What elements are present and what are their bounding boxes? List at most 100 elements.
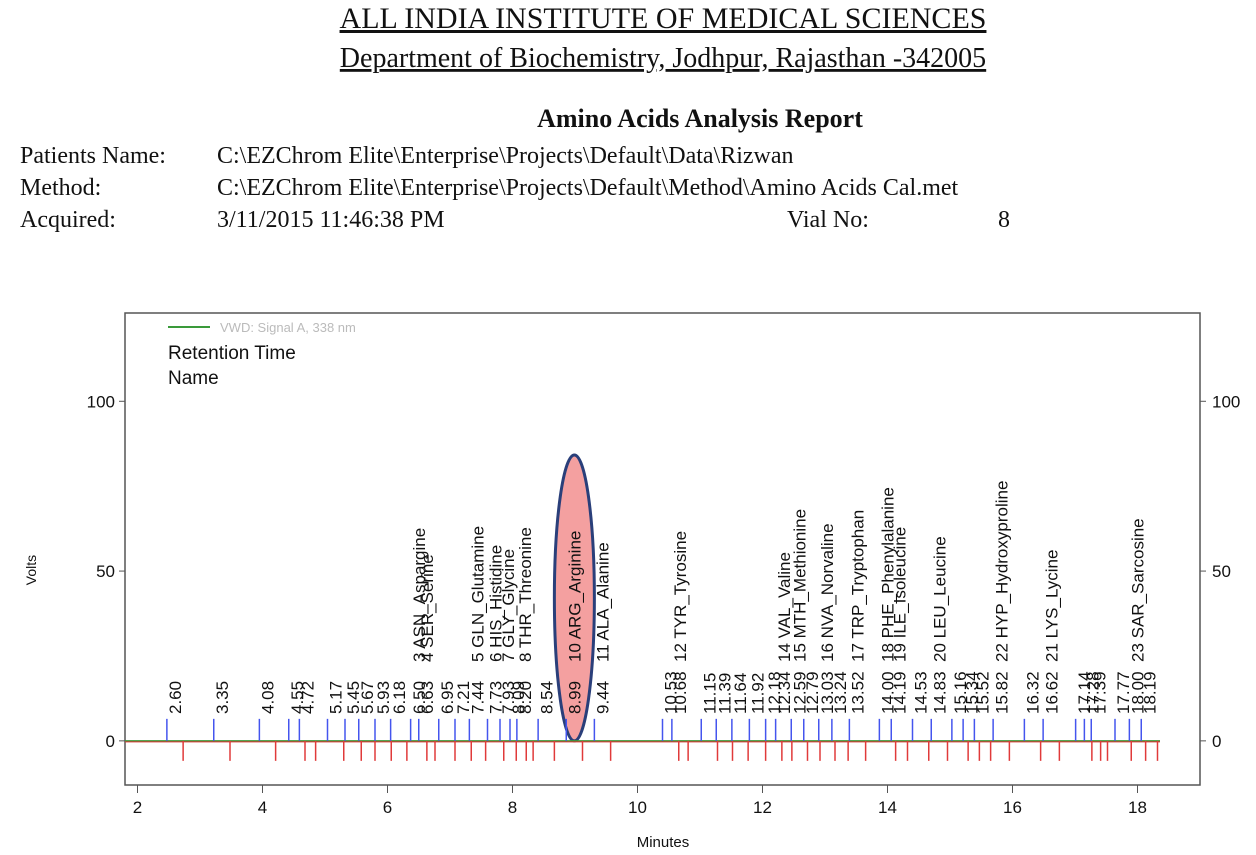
peak-name: 23 SAR_Sarcosine [1129, 518, 1148, 662]
field-label: Patients Name: [20, 143, 166, 169]
retention-time: 2.60 [166, 681, 185, 714]
title: ALL INDIA INSTITUTE OF MEDICAL SCIENCES [340, 2, 987, 35]
x-tick-label: 8 [508, 798, 517, 817]
peak-name: 4 SER_Serine [418, 554, 437, 662]
field-value: C:\EZChrom Elite\Enterprise\Projects\Def… [217, 175, 959, 201]
peak-name: 20 LEU_Leucine [930, 536, 949, 662]
retention-time: 4.08 [259, 681, 278, 714]
retention-time: 14.00 [879, 671, 898, 714]
retention-time: 7.73 [487, 681, 506, 714]
retention-time: 11.64 [731, 673, 750, 714]
peak-name: 14 VAL_Valine [775, 552, 794, 662]
retention-time: 8.20 [516, 681, 535, 714]
peak-name: 6 HIS_Histidine [487, 545, 506, 662]
retention-time: 6.18 [390, 681, 409, 714]
retention-time: 15.82 [992, 671, 1011, 714]
subtitle: Department of Biochemistry, Jodhpur, Raj… [340, 43, 986, 74]
retention-time: 7.44 [469, 681, 488, 714]
legend-label: VWD: Signal A, 338 nm [220, 320, 356, 335]
annotation: Retention Time [168, 343, 296, 364]
retention-time: 6.50 [410, 681, 429, 714]
vial-value: 8 [998, 207, 1010, 233]
retention-time: 17.28 [1084, 671, 1103, 714]
retention-time: 18.19 [1140, 671, 1159, 714]
x-tick-label: 2 [133, 798, 142, 817]
y2-tick-label: 50 [1212, 562, 1231, 581]
peak-name: 7 GLY_Glycine [499, 549, 518, 662]
retention-time: 6.63 [418, 681, 437, 714]
retention-time: 11.15 [700, 673, 719, 714]
x-tick-label: 12 [753, 798, 772, 817]
retention-time: 17.14 [1075, 671, 1094, 714]
peak-name: 19 ILE_Isoleucine [890, 527, 909, 662]
y2-tick-label: 100 [1212, 392, 1240, 411]
peak-name: 17 TRP_Tryptophan [849, 510, 868, 662]
x-tick-label: 14 [878, 798, 897, 817]
retention-time: 12.59 [790, 671, 809, 714]
retention-time: 7.93 [499, 681, 518, 714]
field-value: C:\EZChrom Elite\Enterprise\Projects\Def… [217, 143, 794, 169]
retention-time: 14.19 [890, 671, 909, 714]
retention-time: 8.09 [509, 681, 528, 714]
retention-time: 13.24 [831, 671, 850, 714]
x-tick-label: 10 [628, 798, 647, 817]
retention-time: 14.83 [930, 671, 949, 714]
peak-name: 3 ASN_Aspargine [410, 528, 429, 662]
field-value: 3/11/2015 11:46:38 PM [217, 207, 445, 233]
retention-time: 8.54 [537, 681, 556, 714]
retention-time: 12.34 [775, 671, 794, 714]
peak-name: 8 THR_Threonine [516, 527, 535, 662]
peak-name: 16 NVA_Norvaline [818, 523, 837, 662]
y-tick-label: 100 [87, 392, 115, 411]
retention-time: 15.16 [951, 671, 970, 714]
peak-name: 12 TYR_Tyrosine [671, 531, 690, 662]
retention-time: 13.03 [818, 671, 837, 714]
retention-time: 15.34 [962, 671, 981, 714]
field-label: Acquired: [20, 207, 116, 233]
retention-time: 11.39 [715, 673, 734, 714]
retention-time: 4.72 [299, 681, 318, 714]
retention-time: 5.93 [374, 681, 393, 714]
retention-time: 7.21 [454, 681, 473, 714]
retention-time: 5.45 [344, 681, 363, 714]
peak-name: 5 GLN_Glutamine [469, 526, 488, 662]
retention-time: 4.55 [288, 681, 307, 714]
y-tick-label: 50 [96, 562, 115, 581]
annotation: Name [168, 368, 219, 389]
retention-time: 9.44 [594, 681, 613, 714]
retention-time: 12.18 [765, 671, 784, 714]
x-tick-label: 16 [1003, 798, 1022, 817]
retention-time: 5.17 [327, 681, 346, 714]
x-tick-label: 18 [1128, 798, 1147, 817]
retention-time: 17.77 [1114, 671, 1133, 714]
retention-time: 5.67 [358, 681, 377, 714]
vial-label: Vial No: [787, 207, 869, 233]
retention-time: 12.79 [803, 671, 822, 714]
x-tick-label: 6 [383, 798, 392, 817]
retention-time: 15.52 [974, 671, 993, 714]
field-label: Method: [20, 175, 101, 201]
retention-time: 17.39 [1090, 671, 1109, 714]
retention-time: 18.00 [1129, 671, 1148, 714]
retention-time: 10.68 [671, 671, 690, 714]
x-tick-label: 4 [258, 798, 267, 817]
retention-time: 6.95 [438, 681, 457, 714]
retention-time: 3.35 [213, 681, 232, 714]
peak-name: 22 HYP_Hydroxyproline [992, 481, 1011, 662]
y-axis-label: Volts [23, 555, 39, 585]
plot-frame [124, 312, 1201, 786]
x-axis-label: Minutes [637, 834, 690, 851]
report-title: Amino Acids Analysis Report [537, 104, 863, 133]
y2-tick-label: 0 [1212, 732, 1221, 751]
peak-name: 21 LYS_Lycine [1042, 550, 1061, 662]
retention-time: 10.53 [662, 671, 681, 714]
peak-name: 10 ARG_Arginine [565, 531, 584, 662]
y-tick-label: 0 [106, 732, 115, 751]
peak-name: 15 MTH_Methionine [790, 509, 809, 662]
retention-time: 8.99 [565, 681, 584, 714]
peak-name: 18 PHE_Phenylalanine [879, 487, 898, 662]
retention-time: 16.32 [1024, 671, 1043, 714]
retention-time: 13.52 [849, 671, 868, 714]
